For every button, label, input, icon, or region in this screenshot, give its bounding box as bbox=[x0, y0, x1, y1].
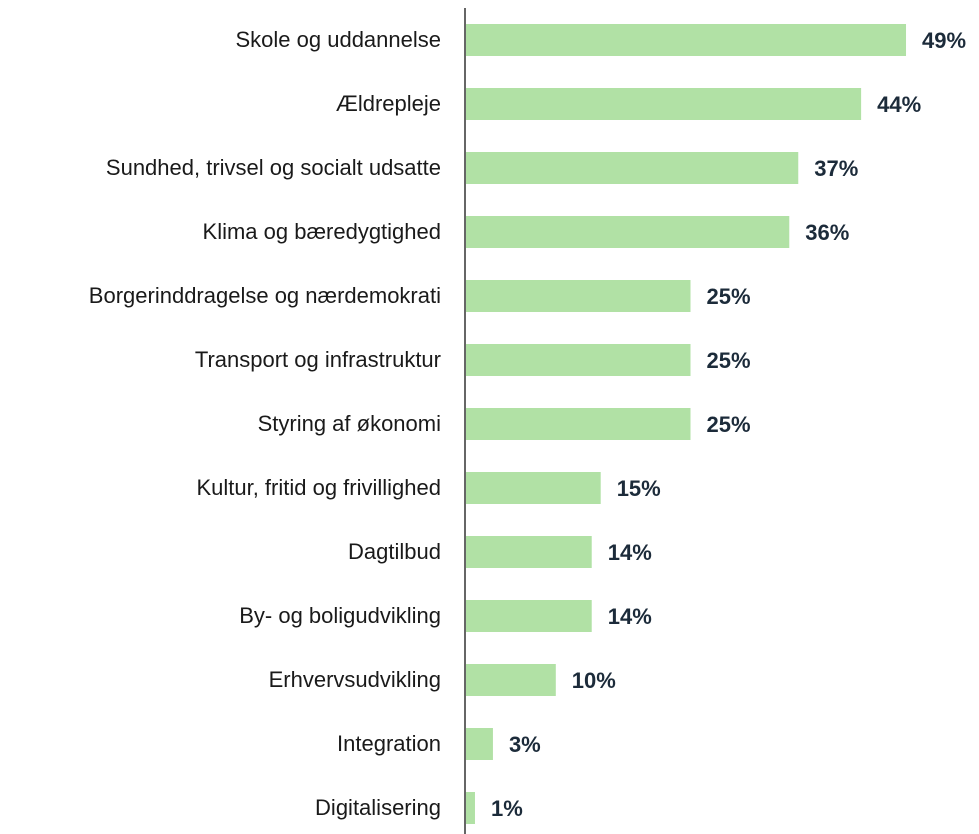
category-label: Klima og bæredygtighed bbox=[203, 219, 441, 244]
category-label: Erhvervsudvikling bbox=[269, 667, 441, 692]
category-label: Ældrepleje bbox=[336, 91, 441, 116]
category-label: Dagtilbud bbox=[348, 539, 441, 564]
bar bbox=[466, 280, 691, 312]
category-label: Digitalisering bbox=[315, 795, 441, 820]
category-label: Borgerinddragelse og nærdemokrati bbox=[89, 283, 441, 308]
value-label: 37% bbox=[814, 156, 858, 181]
bar bbox=[466, 88, 862, 120]
value-label: 15% bbox=[617, 476, 661, 501]
bar bbox=[466, 536, 592, 568]
category-label: Sundhed, trivsel og socialt udsatte bbox=[106, 155, 441, 180]
category-label: By- og boligudvikling bbox=[239, 603, 441, 628]
value-label: 10% bbox=[572, 668, 616, 693]
bar bbox=[466, 216, 790, 248]
category-label: Integration bbox=[337, 731, 441, 756]
category-label: Kultur, fritid og frivillighed bbox=[196, 475, 441, 500]
bar bbox=[466, 664, 556, 696]
category-label: Transport og infrastruktur bbox=[195, 347, 441, 372]
category-label: Styring af økonomi bbox=[258, 411, 441, 436]
value-label: 3% bbox=[509, 732, 541, 757]
value-label: 25% bbox=[707, 284, 751, 309]
value-label: 1% bbox=[491, 796, 523, 821]
value-label: 44% bbox=[877, 92, 921, 117]
bar bbox=[466, 152, 799, 184]
value-label: 25% bbox=[707, 412, 751, 437]
value-label: 49% bbox=[922, 28, 966, 53]
category-label: Skole og uddannelse bbox=[236, 27, 442, 52]
bar bbox=[466, 600, 592, 632]
value-label: 14% bbox=[608, 540, 652, 565]
bar bbox=[466, 792, 475, 824]
bar bbox=[466, 728, 493, 760]
value-label: 25% bbox=[707, 348, 751, 373]
value-label: 14% bbox=[608, 604, 652, 629]
value-label: 36% bbox=[805, 220, 849, 245]
bar bbox=[466, 408, 691, 440]
bar bbox=[466, 472, 601, 504]
bar bbox=[466, 344, 691, 376]
bar bbox=[466, 24, 907, 56]
